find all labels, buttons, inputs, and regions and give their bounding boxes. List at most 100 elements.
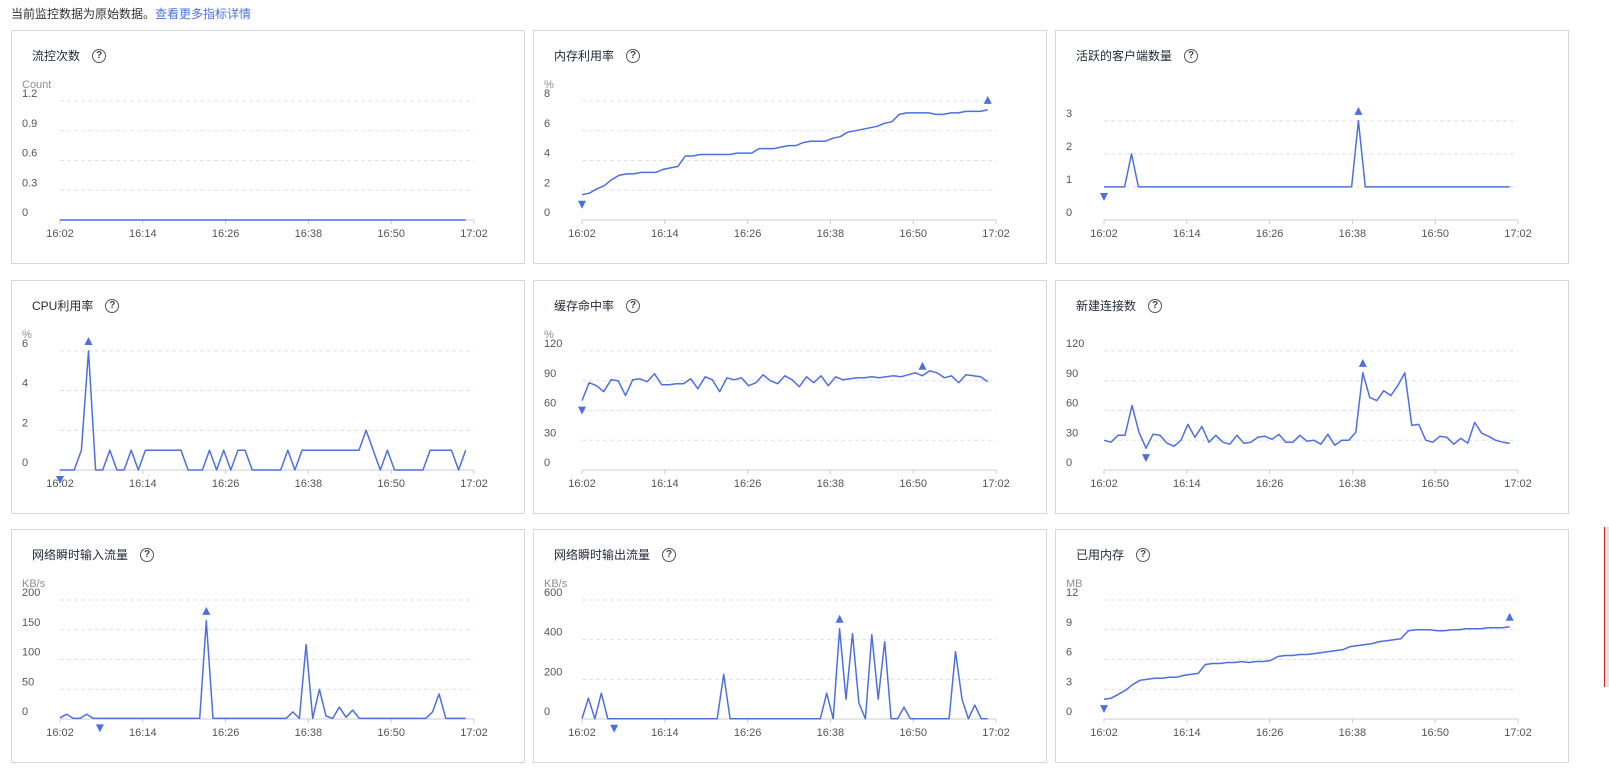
card-title-text: 已用内存 <box>1076 548 1125 562</box>
y-tick-label: 0 <box>22 207 28 219</box>
question-circle-icon[interactable]: ? <box>626 298 641 313</box>
card-title: 网络瞬时输出流量? <box>554 546 677 563</box>
x-tick-label: 16:02 <box>1090 727 1118 739</box>
line-chart: 120 90 60 30 0 16:02 16:14 16:26 16:38 16:50 17:02 <box>1066 338 1532 490</box>
question-circle-icon[interactable]: ? <box>105 298 120 313</box>
max-marker <box>835 614 844 623</box>
y-tick-label: 6 <box>544 118 550 130</box>
y-tick-label: 1 <box>1066 174 1072 186</box>
line-chart: 600 400 200 0 16:02 16:14 16:26 16:38 16:50 17:02 <box>544 587 1010 739</box>
x-tick-label: 16:02 <box>568 478 596 490</box>
min-marker <box>1141 454 1150 463</box>
x-tick-label: 16:02 <box>568 727 596 739</box>
card-title-text: 网络瞬时输出流量 <box>554 548 651 562</box>
x-tick-label: 16:26 <box>734 478 762 490</box>
x-tick-label: 17:02 <box>982 228 1010 240</box>
min-marker <box>578 406 586 415</box>
x-tick-label: 16:14 <box>1173 727 1201 739</box>
max-marker <box>1358 358 1367 367</box>
x-tick-label: 16:50 <box>899 228 927 240</box>
card-title-text: 流控次数 <box>32 49 81 63</box>
y-tick-label: 3 <box>1066 676 1072 688</box>
x-tick-label: 16:14 <box>1173 478 1201 490</box>
x-tick-label: 16:50 <box>899 478 927 490</box>
y-tick-label: 0.6 <box>22 148 37 160</box>
more-metrics-link[interactable]: 查看更多指标详情 <box>155 7 252 21</box>
min-marker <box>56 476 64 484</box>
x-tick-label: 16:50 <box>1421 478 1449 490</box>
axis-unit: % <box>544 329 554 341</box>
y-tick-label: 12 <box>1066 587 1078 599</box>
line-chart: 3 2 1 0 16:02 16:14 16:26 16:38 16:50 17:02 <box>1066 106 1532 240</box>
card-title: CPU利用率? <box>32 297 120 314</box>
x-tick-label: 16:38 <box>817 228 845 240</box>
y-tick-label: 8 <box>544 88 550 100</box>
line-chart: 8 6 4 2 0 16:02 16:14 16:26 16:38 16:50 17:02 <box>544 88 1010 240</box>
y-tick-label: 100 <box>22 647 40 659</box>
x-tick-label: 17:02 <box>460 228 488 240</box>
x-tick-label: 16:26 <box>734 228 762 240</box>
y-tick-label: 1.2 <box>22 88 37 100</box>
x-tick-label: 16:38 <box>295 478 323 490</box>
question-circle-icon[interactable]: ? <box>1184 48 1199 63</box>
x-tick-label: 16:26 <box>734 727 762 739</box>
metric-card: 缓存命中率?% 120 90 60 30 0 16:02 16:14 16:26 16:38 16:… <box>533 280 1047 514</box>
y-tick-label: 6 <box>22 338 28 350</box>
y-tick-label: 0 <box>1066 706 1072 718</box>
question-circle-icon[interactable]: ? <box>92 48 107 63</box>
y-tick-label: 0 <box>1066 207 1072 219</box>
metric-card: 流控次数? Count 1.2 0.9 0.6 0.3 0 16:02 16:14 16:26 16… <box>11 30 525 264</box>
max-marker <box>1354 106 1363 115</box>
y-tick-label: 50 <box>22 676 34 688</box>
x-tick-label: 17:02 <box>460 478 488 490</box>
x-tick-label: 16:50 <box>899 727 927 739</box>
scrollbar[interactable] <box>1604 527 1609 687</box>
monitor-note-text: 当前监控数据为原始数据。 <box>11 7 156 21</box>
question-circle-icon[interactable]: ? <box>140 547 155 562</box>
x-tick-label: 17:02 <box>982 478 1010 490</box>
x-tick-label: 16:50 <box>377 228 405 240</box>
series-line <box>59 620 466 720</box>
x-tick-label: 16:38 <box>817 727 845 739</box>
min-marker <box>578 200 586 209</box>
card-title-text: 新建连接数 <box>1076 299 1137 313</box>
x-tick-label: 16:26 <box>1256 478 1284 490</box>
y-tick-label: 0 <box>544 207 550 219</box>
max-marker <box>983 95 992 104</box>
y-tick-label: 30 <box>1066 427 1078 439</box>
card-title-text: 网络瞬时输入流量 <box>32 548 129 562</box>
x-tick-label: 16:26 <box>1256 228 1284 240</box>
y-tick-label: 60 <box>544 398 556 410</box>
question-circle-icon[interactable]: ? <box>626 48 641 63</box>
question-circle-icon[interactable]: ? <box>1136 547 1151 562</box>
question-circle-icon[interactable]: ? <box>1148 298 1163 313</box>
x-tick-label: 16:26 <box>212 727 240 739</box>
axis-unit: MB <box>1066 578 1083 590</box>
y-tick-label: 120 <box>544 338 562 350</box>
metric-card: 已用内存? MB 12 9 6 3 0 16:02 16:14 16:26 16:38 16:50 17… <box>1055 529 1569 763</box>
y-tick-label: 200 <box>22 587 40 599</box>
metric-card: 新建连接数? 120 90 60 30 0 16:02 16:14 16:26 16:38 16:5… <box>1055 280 1569 514</box>
x-tick-label: 16:26 <box>1256 727 1284 739</box>
y-tick-label: 4 <box>544 148 550 160</box>
y-tick-label: 0 <box>22 706 28 718</box>
x-tick-label: 16:02 <box>1090 478 1118 490</box>
x-tick-label: 16:14 <box>651 478 679 490</box>
metric-card: 网络瞬时输出流量? KB/s 600 400 200 0 16:02 16:14 16:26 16… <box>533 529 1047 763</box>
axis-unit: KB/s <box>22 578 46 590</box>
max-marker <box>918 361 927 370</box>
y-tick-label: 0 <box>544 706 550 718</box>
y-tick-label: 90 <box>1066 368 1078 380</box>
x-tick-label: 16:50 <box>377 478 405 490</box>
x-tick-label: 16:02 <box>1090 228 1118 240</box>
axis-unit: KB/s <box>544 578 568 590</box>
card-title-text: 活跃的客户端数量 <box>1076 49 1173 63</box>
question-circle-icon[interactable]: ? <box>662 547 677 562</box>
card-title-text: 缓存命中率 <box>554 299 615 313</box>
x-tick-label: 17:02 <box>982 727 1010 739</box>
y-tick-label: 600 <box>544 587 562 599</box>
y-tick-label: 200 <box>544 666 562 678</box>
line-chart: 120 90 60 30 0 16:02 16:14 16:26 16:38 16:50 17:02 <box>544 338 1010 490</box>
y-tick-label: 2 <box>544 177 550 189</box>
y-tick-label: 400 <box>544 627 562 639</box>
